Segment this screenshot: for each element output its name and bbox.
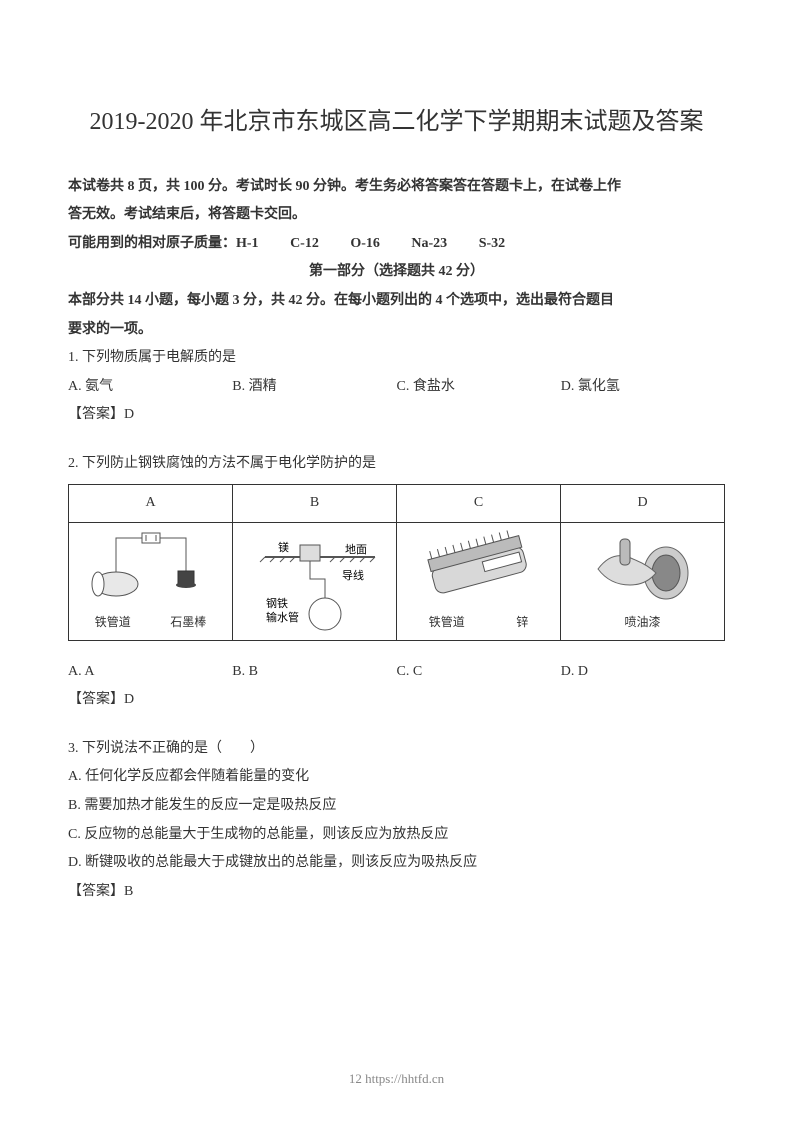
q1-opt-b: B. 酒精 [232,374,396,401]
label-wire: 导线 [342,568,364,582]
q3-opt-d: D. 断键吸收的总能最大于成键放出的总能量，则该反应为吸热反应 [68,850,725,877]
atomic-masses: 可能用到的相对原子质量：H-1 C-12 O-16 Na-23 S-32 [68,231,725,258]
intro-line-1: 本试卷共 8 页，共 100 分。考试时长 90 分钟。考生务必将答案答在答题卡… [68,174,725,201]
label-pipe1: 钢铁 [266,597,288,610]
q1-opt-d: D. 氯化氢 [561,374,725,401]
q2-cell-c: 铁管道 锌 [397,522,561,640]
mass-na: Na-23 [411,236,447,251]
label-pipe2: 输水管 [266,610,299,624]
mass-o: O-16 [350,236,380,251]
q2-opt-a: A. A [68,659,232,686]
q3-stem: 3. 下列说法不正确的是（ ） [68,736,725,763]
q1-answer: 【答案】D [68,402,725,429]
cap-a-left: 铁管道 [95,611,131,634]
q2-stem: 2. 下列防止钢铁腐蚀的方法不属于电化学防护的是 [68,451,725,478]
q1-opt-c: C. 食盐水 [397,374,561,401]
q2-th-a: A [69,484,233,522]
q2-opt-c: C. C [397,659,561,686]
q2-opt-b: B. B [232,659,396,686]
page-footer: 12 https://hhtfd.cn [0,1067,793,1092]
q3-answer: 【答案】B [68,879,725,906]
q2-table: A B C D 铁管道 石墨棒 [68,484,725,641]
q3-options: A. 任何化学反应都会伴随着能量的变化 B. 需要加热才能发生的反应一定是吸热反… [68,764,725,876]
mass-s: S-32 [479,236,505,251]
part1-desc-2: 要求的一项。 [68,317,725,344]
q3-opt-a: A. 任何化学反应都会伴随着能量的变化 [68,764,725,791]
label-mg: 镁 [278,540,289,554]
diagram-b: 镁 地面 导线 钢铁 输水管 [239,529,390,634]
cap-c-left: 铁管道 [429,611,465,634]
q2-cell-a: 铁管道 石墨棒 [69,522,233,640]
page-title: 2019-2020 年北京市东城区高二化学下学期期末试题及答案 [68,100,725,146]
q3-opt-c: C. 反应物的总能量大于生成物的总能量，则该反应为放热反应 [68,822,725,849]
q2-th-c: C [397,484,561,522]
label-ground: 地面 [345,543,367,556]
cap-a-right: 石墨棒 [170,611,206,634]
q2-th-d: D [561,484,725,522]
part1-desc-1: 本部分共 14 小题，每小题 3 分，共 42 分。在每小题列出的 4 个选项中… [68,288,725,315]
intro-line-2: 答无效。考试结束后，将答题卡交回。 [68,202,725,229]
q2-opt-d: D. D [561,659,725,686]
q2-cell-b: 镁 地面 导线 钢铁 输水管 [233,522,397,640]
diagram-c: 铁管道 锌 [403,529,554,634]
cap-c-right: 锌 [516,611,528,634]
q3-opt-b: B. 需要加热才能发生的反应一定是吸热反应 [68,793,725,820]
mass-c: C-12 [290,236,319,251]
q1-options: A. 氨气 B. 酒精 C. 食盐水 D. 氯化氢 [68,374,725,401]
part1-header: 第一部分（选择题共 42 分） [68,259,725,286]
q2-options: A. A B. B C. C D. D [68,659,725,686]
q1-stem: 1. 下列物质属于电解质的是 [68,345,725,372]
diagram-d: 喷油漆 [567,529,718,634]
diagram-a: 铁管道 石墨棒 [75,529,226,634]
mass-label: 可能用到的相对原子质量：H-1 [68,236,259,251]
q2-th-b: B [233,484,397,522]
cap-d: 喷油漆 [624,611,660,634]
q2-cell-d: 喷油漆 [561,522,725,640]
q2-answer: 【答案】D [68,687,725,714]
q1-opt-a: A. 氨气 [68,374,232,401]
